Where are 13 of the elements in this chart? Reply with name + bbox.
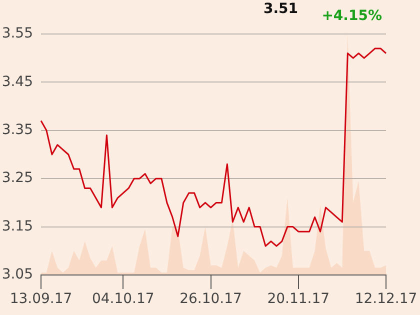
y-tick-label: 3.55	[2, 26, 33, 42]
y-tick-label: 3.25	[2, 170, 33, 186]
x-tick-label: 20.11.17	[267, 291, 330, 308]
x-tick-label: 13.09.17	[10, 291, 72, 308]
y-tick-label: 3.15	[2, 218, 33, 234]
x-tick-label: 26.10.17	[180, 291, 242, 308]
y-tick-label: 3.05	[2, 266, 33, 283]
text: +4.15%	[322, 8, 382, 24]
x-tick-label: 04.10.17	[92, 291, 154, 308]
y-tick-label: 3.45	[2, 74, 33, 90]
y-tick-label: 3.35	[2, 122, 33, 138]
x-tick-label: 12.12.17	[354, 291, 418, 308]
text: 3.51	[263, 1, 298, 17]
